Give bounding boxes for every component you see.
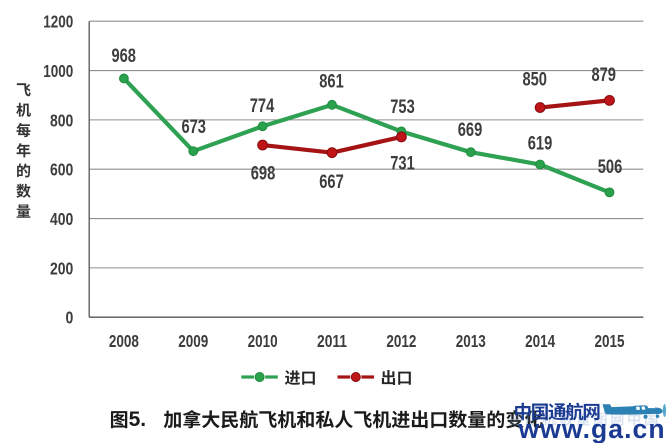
svg-text:5.: 5. (129, 408, 147, 431)
svg-text:2015: 2015 (595, 331, 625, 351)
svg-text:2013: 2013 (456, 331, 486, 351)
svg-text:200: 200 (50, 258, 73, 278)
svg-text:879: 879 (591, 64, 616, 86)
svg-text:506: 506 (598, 156, 623, 178)
svg-text:www.ga.cn: www.ga.cn (518, 414, 665, 443)
svg-text:619: 619 (528, 133, 553, 155)
svg-text:400: 400 (50, 209, 73, 229)
svg-text:800: 800 (50, 110, 73, 130)
svg-text:731: 731 (390, 153, 415, 175)
svg-text:774: 774 (250, 95, 275, 117)
svg-text:673: 673 (181, 116, 206, 138)
svg-text:753: 753 (390, 96, 415, 118)
svg-text:2010: 2010 (248, 331, 278, 351)
svg-text:1000: 1000 (43, 61, 73, 81)
svg-text:2014: 2014 (525, 331, 555, 351)
svg-text:2011: 2011 (317, 331, 347, 351)
svg-text:968: 968 (111, 45, 136, 67)
svg-text:0: 0 (66, 308, 74, 328)
svg-text:2009: 2009 (178, 331, 208, 351)
svg-text:667: 667 (319, 171, 344, 193)
svg-text:850: 850 (522, 69, 547, 91)
svg-text:861: 861 (319, 71, 344, 93)
svg-text:2008: 2008 (109, 331, 139, 351)
svg-text:669: 669 (458, 119, 483, 141)
svg-text:600: 600 (50, 160, 73, 180)
svg-text:698: 698 (251, 163, 276, 185)
svg-text:2012: 2012 (386, 331, 416, 351)
svg-text:1200: 1200 (43, 12, 73, 32)
